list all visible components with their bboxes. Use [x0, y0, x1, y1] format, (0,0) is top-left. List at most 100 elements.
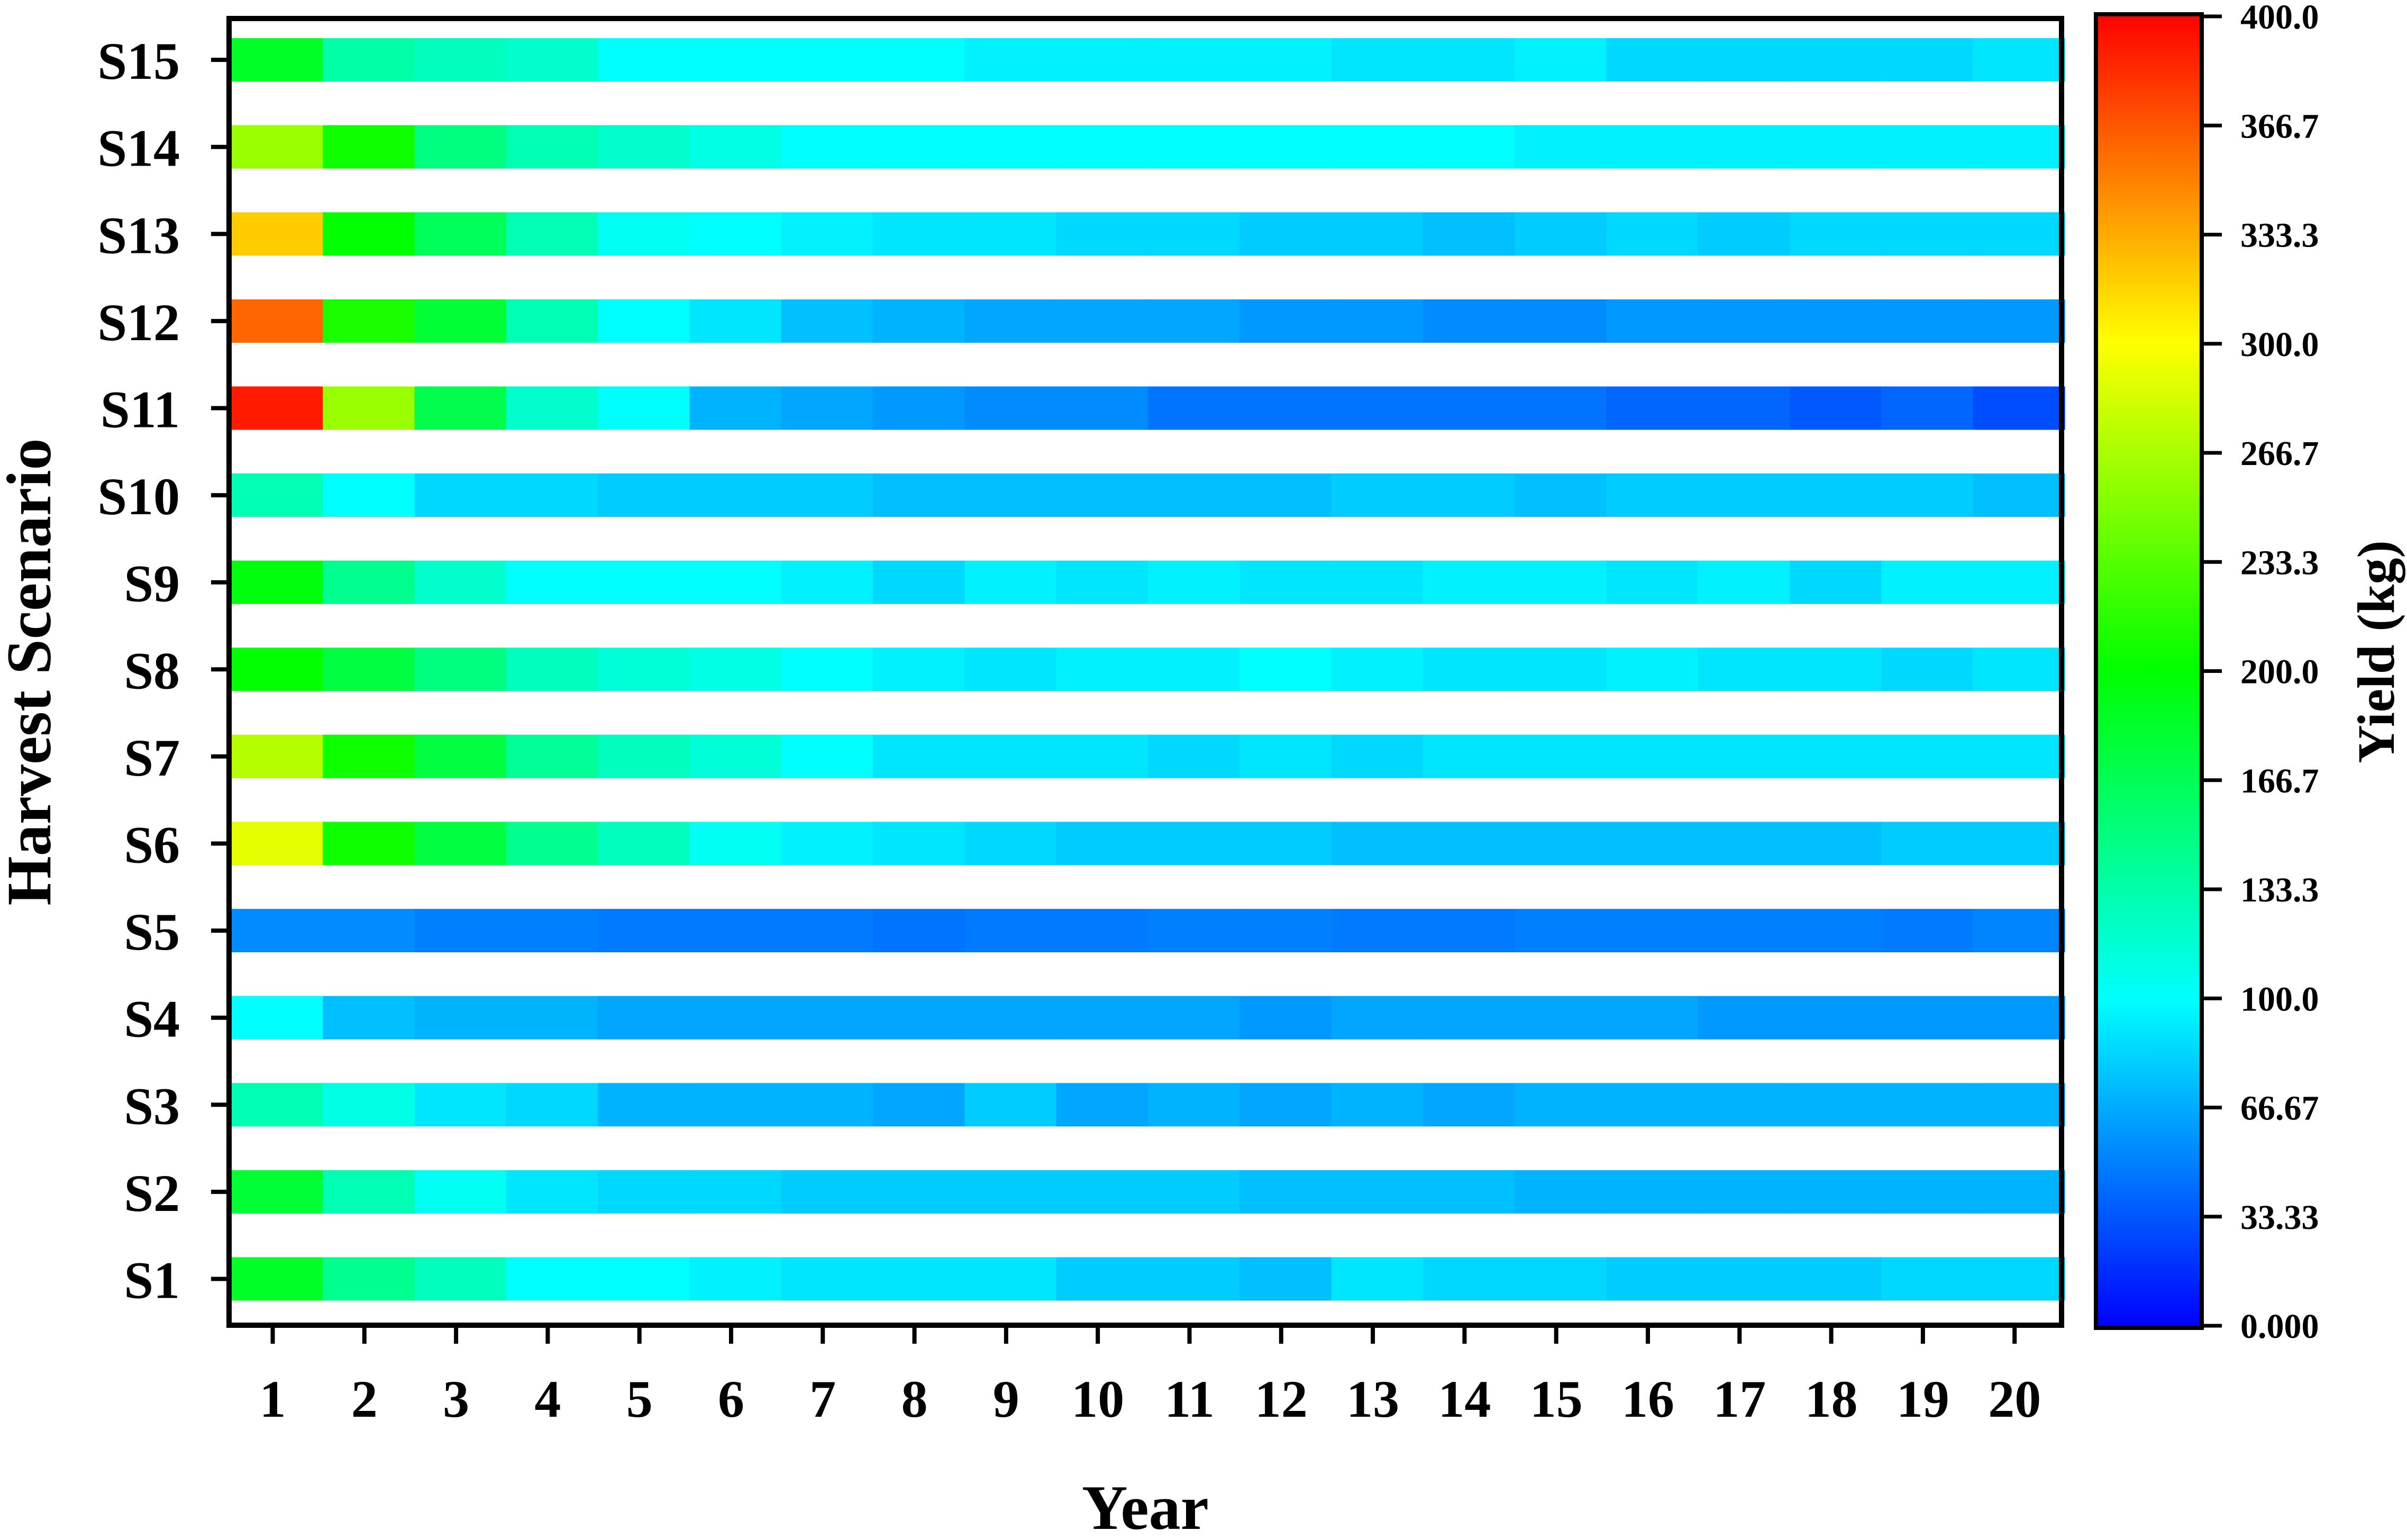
heatmap-cell: [1148, 1257, 1241, 1301]
heatmap-cell: [873, 648, 965, 691]
heatmap-cell: [506, 473, 598, 517]
heatmap-cell: [1423, 386, 1515, 430]
heatmap-cell: [781, 1170, 873, 1214]
heatmap-cell: [873, 386, 965, 430]
heatmap-cell: [414, 1257, 507, 1301]
heatmap-cell: [1331, 560, 1424, 604]
x-tick-label: 7: [809, 1370, 836, 1428]
heatmap-cell: [1973, 125, 2065, 169]
heatmap-cell: [506, 909, 598, 953]
heatmap-cell: [873, 996, 965, 1040]
heatmap-cell: [1881, 822, 1974, 865]
heatmap-cell: [689, 734, 782, 778]
heatmap-cell: [873, 909, 965, 953]
heatmap-cell: [873, 299, 965, 343]
heatmap-cell: [506, 38, 598, 82]
heatmap-cell: [1331, 386, 1424, 430]
y-tick-label: S3: [124, 1077, 180, 1135]
heatmap-cell: [1515, 125, 1607, 169]
heatmap-cell: [1423, 299, 1515, 343]
heatmap-cell: [1881, 125, 1974, 169]
heatmap-cell: [1790, 909, 1882, 953]
x-tick-label: 6: [718, 1370, 744, 1428]
heatmap-cell: [1239, 38, 1332, 82]
heatmap-cell: [1698, 822, 1790, 865]
heatmap-cell: [1881, 299, 1974, 343]
heatmap-cell: [964, 560, 1057, 604]
heatmap-cell: [1606, 648, 1699, 691]
heatmap-cell: [873, 38, 965, 82]
heatmap-cell: [1148, 822, 1241, 865]
colorbar-tick-label: 200.0: [2240, 653, 2319, 691]
heatmap-cell: [1698, 996, 1790, 1040]
heatmap-cell: [1056, 1257, 1148, 1301]
x-tick-label: 19: [1897, 1370, 1949, 1428]
heatmap-cell: [414, 386, 507, 430]
heatmap-cell: [231, 38, 324, 82]
colorbar-tick-label: 300.0: [2240, 325, 2319, 364]
x-tick-label: 12: [1255, 1370, 1308, 1428]
x-tick-label: 5: [626, 1370, 653, 1428]
heatmap-cell: [1423, 648, 1515, 691]
heatmap-cell: [1515, 299, 1607, 343]
heatmap-cell: [1056, 38, 1148, 82]
heatmap-cell: [1790, 822, 1882, 865]
colorbar-tick-label: 66.67: [2240, 1089, 2319, 1128]
colorbar-tick-label: 266.7: [2240, 434, 2319, 473]
heatmap-cell: [1606, 1257, 1699, 1301]
heatmap-cell: [1790, 560, 1882, 604]
x-tick-label: 9: [993, 1370, 1019, 1428]
heatmap-cell: [1881, 1083, 1974, 1127]
heatmap-cell: [1698, 734, 1790, 778]
y-tick-label: S13: [97, 206, 180, 265]
heatmap-cell: [1056, 560, 1148, 604]
heatmap-cell: [781, 38, 873, 82]
heatmap-cell: [1606, 1170, 1699, 1214]
x-tick-label: 2: [351, 1370, 378, 1428]
heatmap-cell: [689, 212, 782, 256]
y-tick-label: S5: [124, 903, 180, 961]
heatmap-cell: [1148, 560, 1241, 604]
heatmap-cell: [1423, 996, 1515, 1040]
heatmap-cell: [1698, 648, 1790, 691]
heatmap-cell: [414, 822, 507, 865]
x-tick-label: 11: [1164, 1370, 1214, 1428]
heatmap-cell: [1056, 473, 1148, 517]
heatmap-cell: [1606, 560, 1699, 604]
heatmap-cell: [1515, 648, 1607, 691]
x-tick-label: 16: [1621, 1370, 1674, 1428]
heatmap-cell: [506, 299, 598, 343]
heatmap-cell: [1239, 1083, 1332, 1127]
heatmap-cell: [323, 386, 415, 430]
heatmap-cell: [781, 1257, 873, 1301]
heatmap-cell: [1973, 1083, 2065, 1127]
heatmap-cell: [1515, 560, 1607, 604]
heatmap-cell: [873, 560, 965, 604]
heatmap-cell: [1698, 560, 1790, 604]
heatmap-cell: [1056, 1083, 1148, 1127]
heatmap-cell: [1423, 1170, 1515, 1214]
heatmap-cell: [598, 648, 690, 691]
y-tick-label: S12: [97, 293, 180, 352]
x-tick-label: 1: [260, 1370, 286, 1428]
heatmap-cell: [1881, 1257, 1974, 1301]
heatmap-cell: [873, 1257, 965, 1301]
x-tick-label: 14: [1438, 1370, 1491, 1428]
heatmap-cell: [231, 299, 324, 343]
heatmap-cell: [231, 734, 324, 778]
colorbar-tick-label: 400.0: [2240, 0, 2319, 37]
heatmap-cell: [231, 648, 324, 691]
heatmap-cell: [598, 38, 690, 82]
heatmap-cell: [781, 822, 873, 865]
heatmap-cell: [506, 1257, 598, 1301]
heatmap-cell: [1239, 1170, 1332, 1214]
heatmap-cell: [1698, 1257, 1790, 1301]
y-tick-label: S9: [124, 554, 180, 613]
heatmap-cell: [873, 125, 965, 169]
heatmap-cell: [781, 212, 873, 256]
heatmap-cell: [598, 125, 690, 169]
heatmap-cell: [1790, 299, 1882, 343]
heatmap-cell: [1331, 299, 1424, 343]
heatmap-cell: [964, 125, 1057, 169]
heatmap-cell: [781, 125, 873, 169]
